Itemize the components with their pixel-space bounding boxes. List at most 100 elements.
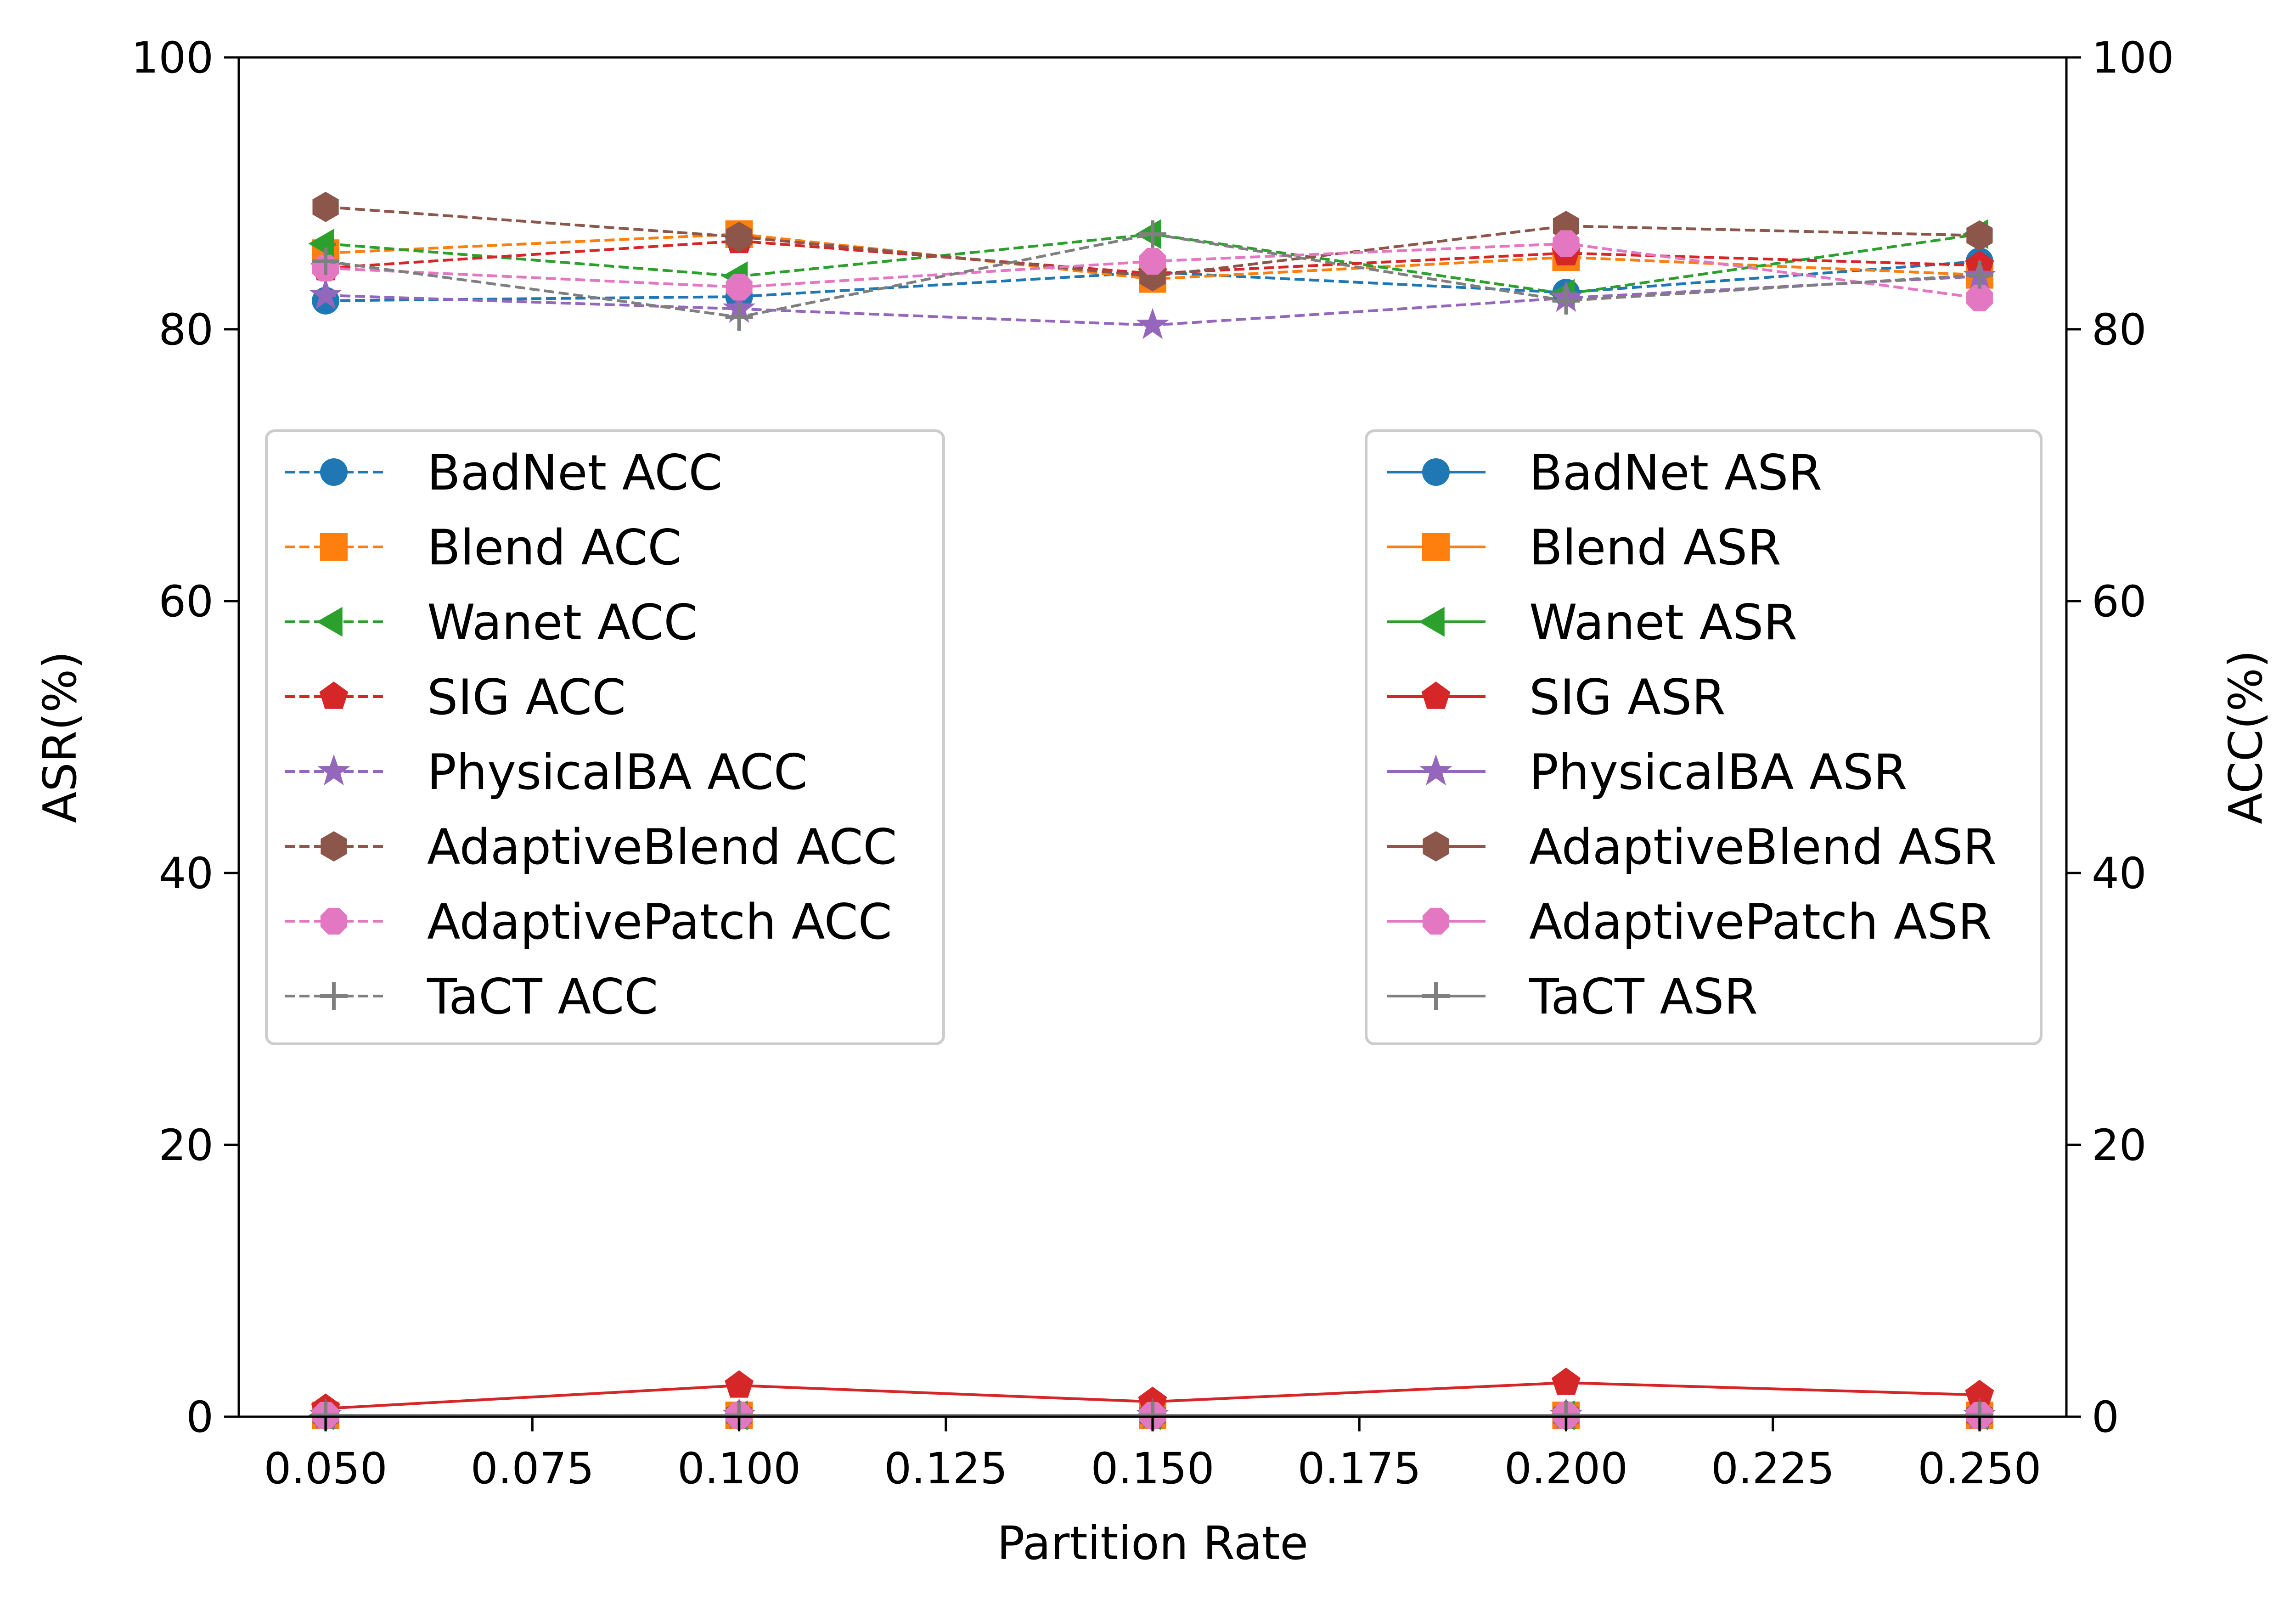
legend-label: Blend ACC <box>427 519 681 576</box>
series-adaptivepatch-acc <box>312 230 1993 312</box>
x-axis: 0.050 0.075 0.100 0.125 0.150 0.175 0.200 0.225… <box>264 1417 2041 1494</box>
legend-item: Wanet ACC <box>285 594 698 651</box>
legend-acc-box <box>265 429 945 1045</box>
legend-item: Blend ACC <box>285 519 681 576</box>
legend-item: SIG ACC <box>285 669 626 726</box>
data-point <box>1965 261 1993 289</box>
legend-label: SIG ASR <box>1529 669 1726 726</box>
x-tick-label: 0.050 <box>264 1444 388 1494</box>
right-y-tick-label: 60 <box>2092 577 2147 627</box>
x-tick-label: 0.100 <box>677 1444 801 1494</box>
data-point <box>1139 220 1166 248</box>
legend-label: Wanet ACC <box>427 594 698 651</box>
legend-item: Wanet ASR <box>1387 594 1797 651</box>
legend-item: TaCT ACC <box>285 969 658 1025</box>
x-tick-label: 0.200 <box>1504 1444 1628 1494</box>
x-tick-label: 0.175 <box>1298 1444 1421 1494</box>
legend-label: TaCT ASR <box>1529 969 1758 1025</box>
legend-marker <box>1422 982 1450 1010</box>
left-y-tick-label: 60 <box>158 577 214 627</box>
left-y-axis: 0 20 40 60 80 100 <box>131 33 239 1442</box>
data-point <box>1966 220 1993 251</box>
data-point <box>725 303 753 331</box>
data-point <box>1136 308 1169 339</box>
legend-marker <box>316 607 343 637</box>
legend-item: TaCT ASR <box>1387 969 1758 1025</box>
data-point <box>726 274 753 301</box>
data-point <box>312 191 339 222</box>
legend-item: AdaptiveBlend ASR <box>1387 819 1997 875</box>
x-tick-label: 0.125 <box>884 1444 1007 1494</box>
legend-marker <box>1419 754 1452 786</box>
data-point <box>1139 248 1166 275</box>
legend-label: BadNet ACC <box>427 445 722 501</box>
right-y-tick-label: 40 <box>2092 849 2147 899</box>
x-axis-title: Partition Rate <box>997 1516 1308 1570</box>
legend-marker <box>1422 907 1450 935</box>
legend-label: Wanet ASR <box>1529 594 1797 651</box>
data-point <box>1552 1368 1581 1395</box>
data-point <box>1552 287 1580 315</box>
data-point <box>725 1370 754 1398</box>
legend-asr: BadNet ASR Blend ASR Wanet ASR SIG ASR Physi… <box>1365 429 2043 1045</box>
legend-marker <box>1422 458 1450 486</box>
data-point <box>1965 1380 1994 1408</box>
legend-item: PhysicalBA ASR <box>1387 744 1908 800</box>
left-y-tick-label: 20 <box>158 1121 214 1171</box>
legend-marker <box>1422 533 1450 561</box>
left-y-tick-label: 80 <box>158 305 214 355</box>
legend-item: BadNet ACC <box>285 445 722 501</box>
right-y-axis: 0 20 40 60 80 100 <box>2066 33 2174 1442</box>
right-y-tick-label: 80 <box>2092 305 2147 355</box>
right-y-tick-label: 20 <box>2092 1121 2147 1171</box>
legend-label: Blend ASR <box>1529 519 1781 576</box>
legend-asr-box <box>1365 429 2043 1045</box>
legend-item: PhysicalBA ACC <box>285 744 808 800</box>
data-point <box>308 229 334 259</box>
left-y-axis-title: ASR(%) <box>33 651 87 823</box>
asr-series-group <box>308 1368 1996 1431</box>
legend-label: AdaptiveBlend ACC <box>427 819 897 875</box>
legend-item: SIG ASR <box>1387 669 1726 726</box>
right-y-tick-label: 100 <box>2092 33 2174 83</box>
legend-label: PhysicalBA ACC <box>427 744 808 800</box>
left-y-tick-label: 40 <box>158 849 214 899</box>
legend-item: Blend ASR <box>1387 519 1781 576</box>
legend-marker <box>320 907 348 935</box>
legend-label: TaCT ACC <box>427 969 658 1025</box>
legend-marker <box>319 681 349 709</box>
legend-label: BadNet ASR <box>1529 445 1822 501</box>
legend-label: SIG ACC <box>427 669 626 726</box>
legend-marker <box>1423 831 1449 862</box>
legend-label: AdaptivePatch ACC <box>427 894 892 950</box>
legend-label: AdaptivePatch ASR <box>1529 894 1992 950</box>
legend-marker <box>320 458 348 486</box>
legend-marker <box>1421 681 1451 709</box>
legend-marker <box>321 831 347 862</box>
legend-marker <box>1418 607 1445 637</box>
legend-item: AdaptiveBlend ACC <box>285 819 897 875</box>
x-tick-label: 0.250 <box>1918 1444 2041 1494</box>
legend-marker <box>317 754 350 786</box>
x-tick-label: 0.150 <box>1091 1444 1214 1494</box>
legend-marker <box>320 533 348 561</box>
legend-label: PhysicalBA ASR <box>1529 744 1908 800</box>
acc-series-group <box>308 191 1996 339</box>
legend-marker <box>320 982 348 1010</box>
left-y-tick-label: 0 <box>186 1392 214 1442</box>
x-tick-label: 0.075 <box>471 1444 594 1494</box>
data-point <box>726 221 753 252</box>
legend-label: AdaptiveBlend ASR <box>1529 819 1997 875</box>
legend-item: AdaptivePatch ACC <box>285 894 892 950</box>
series-tact-acc <box>312 220 1993 331</box>
x-tick-label: 0.225 <box>1711 1444 1835 1494</box>
right-y-tick-label: 0 <box>2092 1392 2119 1442</box>
right-y-axis-title: ACC(%) <box>2219 650 2273 824</box>
legend-item: AdaptivePatch ASR <box>1387 894 1992 950</box>
legend-item: BadNet ASR <box>1387 445 1822 501</box>
legend-acc: BadNet ACC Blend ACC Wanet ACC SIG ACC Physi… <box>265 429 945 1045</box>
data-point <box>312 248 340 275</box>
data-point <box>309 278 342 310</box>
left-y-tick-label: 100 <box>131 33 214 83</box>
